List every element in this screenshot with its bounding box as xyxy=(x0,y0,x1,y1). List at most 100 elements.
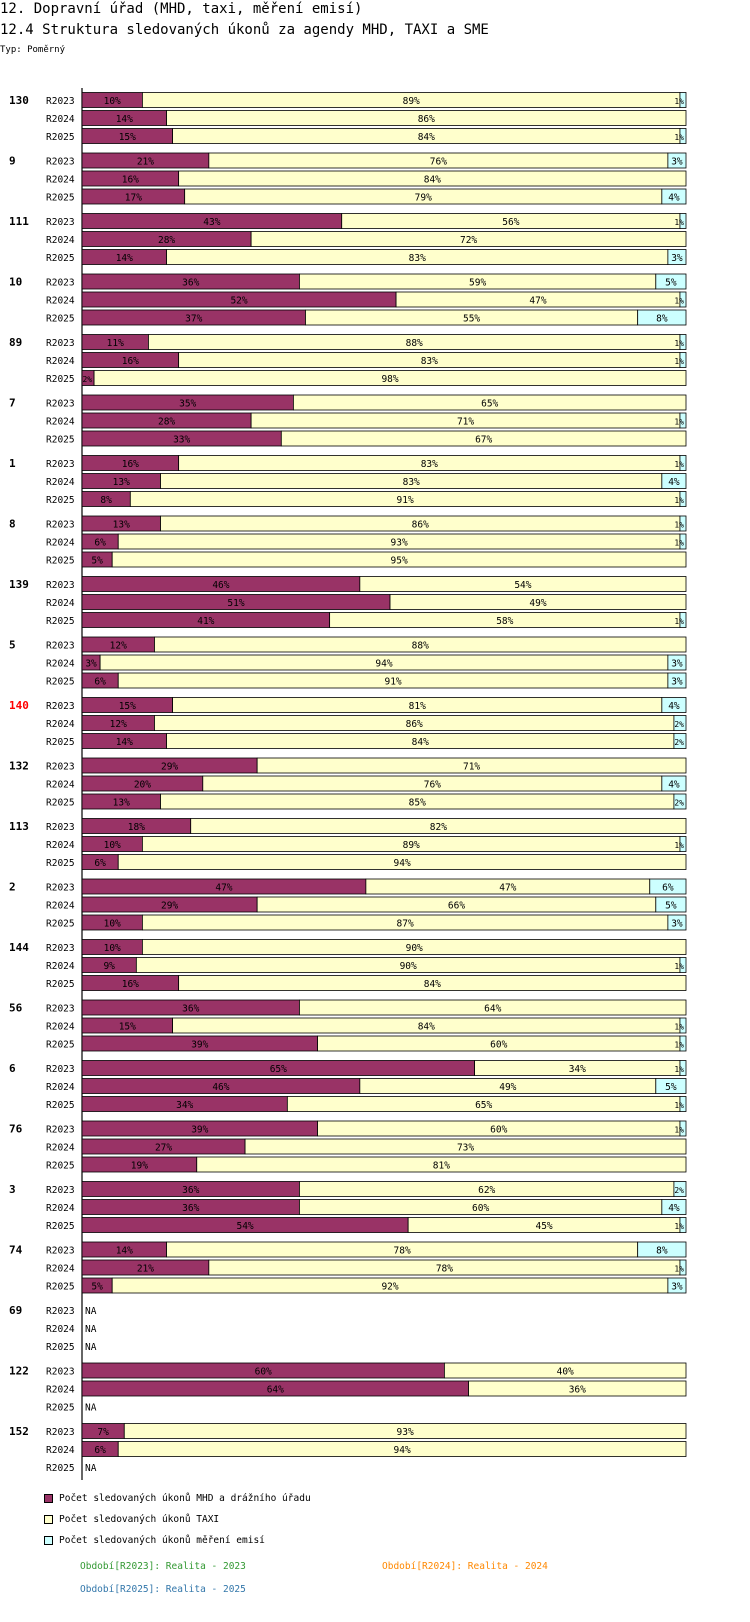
data-label: 46% xyxy=(212,580,229,591)
data-label: 83% xyxy=(409,253,426,264)
data-label: 76% xyxy=(424,780,441,791)
row-period-label: R2025 xyxy=(46,1161,75,1172)
bar-segment xyxy=(661,697,687,713)
row-period-label: R2025 xyxy=(46,1463,75,1474)
group-label: 139 xyxy=(9,578,29,591)
data-label: 34% xyxy=(176,1100,193,1111)
data-label: 98% xyxy=(381,374,398,385)
bar-segment xyxy=(468,1380,687,1397)
bar-segment xyxy=(655,896,687,913)
data-label: 1% xyxy=(674,962,684,971)
row-period-label: R2023 xyxy=(46,701,75,712)
row-period-label: R2025 xyxy=(46,1100,75,1111)
data-label: 81% xyxy=(433,1161,450,1172)
bar-segment xyxy=(637,1241,687,1258)
data-label: 36% xyxy=(182,1203,199,1214)
row-period-label: R2023 xyxy=(46,1125,75,1136)
data-label: 49% xyxy=(499,1082,516,1093)
row-period-label: R2023 xyxy=(46,883,75,894)
row-period-label: R2025 xyxy=(46,737,75,748)
bar-segment xyxy=(679,412,687,429)
data-label: 2% xyxy=(674,720,684,729)
data-label: 5% xyxy=(91,556,103,567)
group-label: 1 xyxy=(9,457,16,470)
bar-segment xyxy=(280,430,687,447)
data-label: 13% xyxy=(113,477,130,488)
group-label: 113 xyxy=(9,820,29,833)
data-label: 67% xyxy=(475,435,492,446)
data-label: 78% xyxy=(394,1246,411,1257)
data-label: 92% xyxy=(381,1282,398,1293)
bar-segment xyxy=(655,1078,687,1094)
data-label: 3% xyxy=(671,1282,683,1293)
data-label: 84% xyxy=(424,979,441,990)
data-label: 15% xyxy=(119,1022,136,1033)
data-label: 84% xyxy=(418,1022,435,1033)
data-label: 76% xyxy=(430,157,447,168)
data-label: 90% xyxy=(406,943,423,954)
data-label: 33% xyxy=(173,435,190,446)
bar-segment xyxy=(667,672,687,689)
row-period-label: R2025 xyxy=(46,314,75,325)
bar-segment xyxy=(679,213,687,229)
row-period-label: R2023 xyxy=(46,1246,75,1257)
row-period-label: R2024 xyxy=(46,1445,75,1456)
data-label: 88% xyxy=(412,641,429,652)
row-period-label: R2023 xyxy=(46,399,75,410)
bar-segment xyxy=(299,999,687,1016)
row-period-label: R2024 xyxy=(46,1264,75,1275)
data-label: 13% xyxy=(113,520,130,531)
data-label: 1% xyxy=(674,1023,684,1032)
data-label: 11% xyxy=(107,338,124,349)
bar-segment xyxy=(679,455,687,471)
data-label: 16% xyxy=(122,175,139,186)
bar-segment xyxy=(679,491,687,507)
data-label: 1% xyxy=(674,496,684,505)
data-label: 2% xyxy=(674,738,684,747)
bar-segment xyxy=(673,733,687,749)
bar-segment xyxy=(667,914,687,931)
bar-segment xyxy=(673,793,687,810)
data-label: 1% xyxy=(674,1101,684,1110)
data-label: 60% xyxy=(490,1125,507,1136)
group-label: 152 xyxy=(9,1425,29,1438)
row-period-label: R2025 xyxy=(46,1282,75,1293)
bar-segment xyxy=(154,636,687,653)
chart-title: 12. Dopravní úřad (MHD, taxi, měření emi… xyxy=(0,1,363,17)
period-r2023: Období[R2023]: Realita - 2023 xyxy=(80,1561,246,1572)
data-label: 1% xyxy=(674,339,684,348)
row-period-label: R2024 xyxy=(46,477,75,488)
data-label: 35% xyxy=(179,399,196,410)
data-label: 20% xyxy=(134,780,151,791)
bar-segment xyxy=(679,92,687,108)
data-label: 1% xyxy=(674,1222,684,1231)
bar-segment xyxy=(667,152,687,169)
data-label: 6% xyxy=(94,677,106,688)
data-label: 47% xyxy=(529,296,546,307)
row-period-label: R2024 xyxy=(46,1203,75,1214)
data-label: 54% xyxy=(236,1221,253,1232)
data-label: 54% xyxy=(514,580,531,591)
legend-swatch-taxi xyxy=(44,1515,53,1524)
group-label: 74 xyxy=(9,1244,23,1257)
data-label: 66% xyxy=(448,901,465,912)
data-label: 4% xyxy=(668,193,680,204)
row-period-label: R2023 xyxy=(46,1185,75,1196)
data-label: 64% xyxy=(484,1004,501,1015)
bar-segment xyxy=(673,715,687,731)
data-label: 15% xyxy=(119,132,136,143)
bar-segment xyxy=(443,1362,687,1379)
data-label: 36% xyxy=(182,1004,199,1015)
bar-segment xyxy=(679,515,687,532)
data-label: 83% xyxy=(421,356,438,367)
data-label: 83% xyxy=(403,477,420,488)
row-period-label: R2025 xyxy=(46,1221,75,1232)
row-period-label: R2024 xyxy=(46,780,75,791)
bar-segment xyxy=(256,757,687,774)
group-label: 122 xyxy=(9,1365,29,1378)
row-period-label: R2025 xyxy=(46,616,75,627)
data-label: 27% xyxy=(155,1143,172,1154)
data-label: 58% xyxy=(496,616,513,627)
row-period-label: R2025 xyxy=(46,979,75,990)
data-label: 34% xyxy=(569,1064,586,1075)
